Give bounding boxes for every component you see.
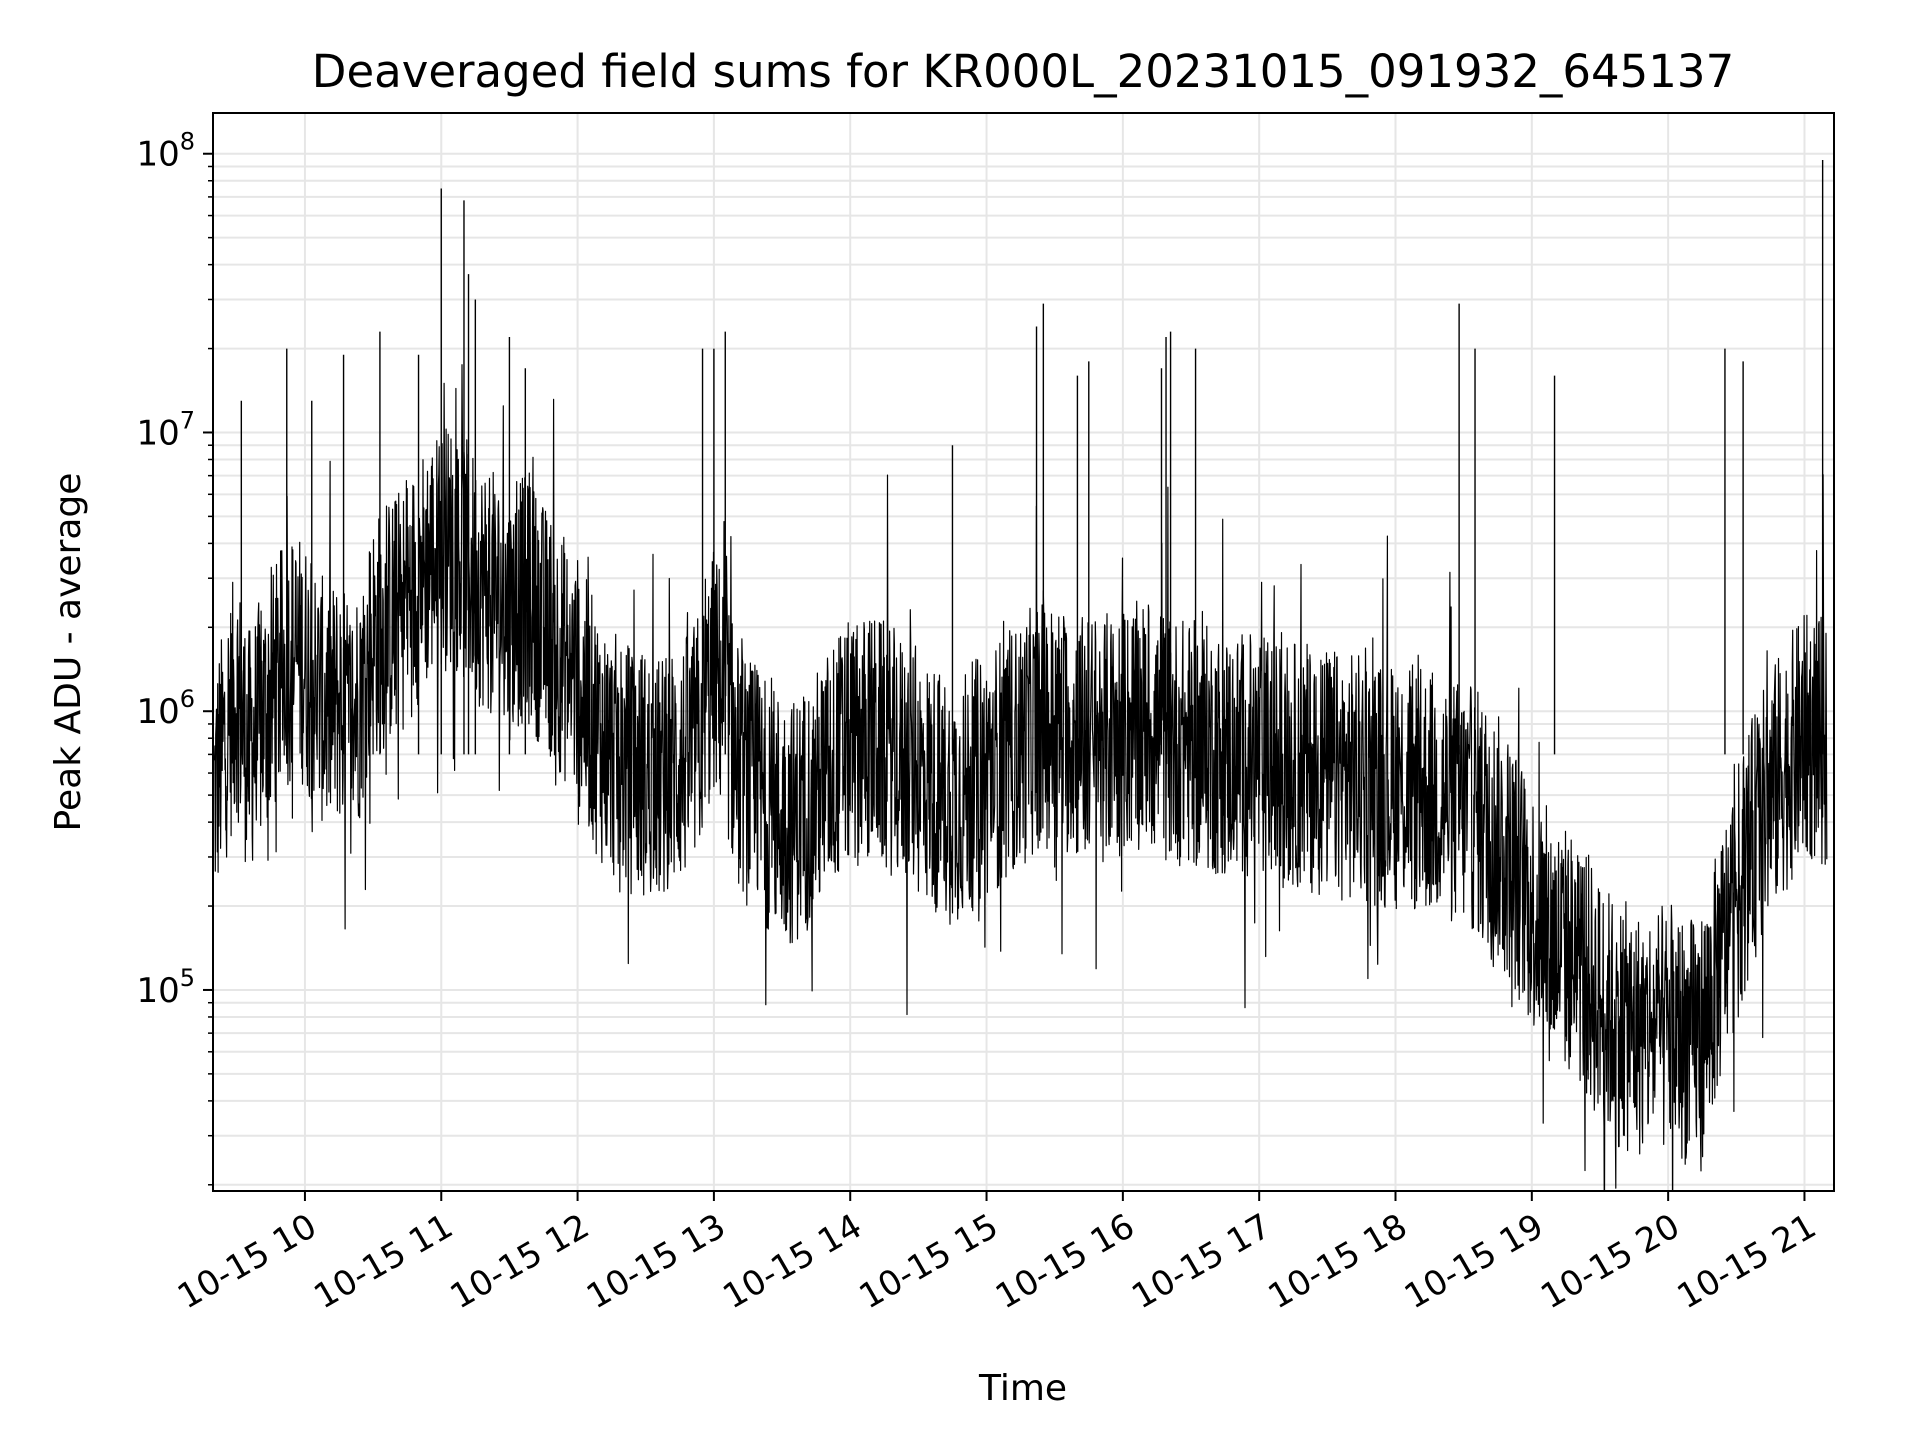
- y-axis-label: Peak ADU - average: [48, 473, 89, 832]
- chart-title: Deaveraged field sums for KR000L_2023101…: [312, 45, 1734, 98]
- x-tick-label: 10-15 14: [716, 1206, 868, 1317]
- y-tick-label: 106: [136, 685, 195, 732]
- y-tick-label: 105: [136, 964, 195, 1011]
- x-tick-label: 10-15 21: [1671, 1206, 1823, 1317]
- x-tick-label: 10-15 17: [1125, 1206, 1277, 1317]
- y-axis: 105 106 107 108: [136, 128, 213, 1186]
- x-tick-label: 10-15 15: [853, 1206, 1005, 1317]
- plot-area: [213, 159, 1828, 1191]
- x-tick-label: 10-15 20: [1534, 1206, 1686, 1317]
- x-tick-label: 10-15 19: [1398, 1206, 1550, 1317]
- series-layer: [213, 159, 1828, 1191]
- series-line: [213, 364, 1828, 1191]
- y-tick-label: 108: [136, 128, 195, 175]
- plot-frame: [212, 112, 1835, 1192]
- y-tick-label: 107: [136, 406, 195, 453]
- x-tick-label: 10-15 12: [444, 1206, 596, 1317]
- x-tick-label: 10-15 11: [307, 1206, 459, 1317]
- x-tick-label: 10-15 10: [171, 1206, 323, 1317]
- x-tick-label: 10-15 16: [989, 1206, 1141, 1317]
- x-axis-label: Time: [978, 1368, 1067, 1409]
- x-tick-label: 10-15 13: [580, 1206, 732, 1317]
- x-tick-label: 10-15 18: [1262, 1206, 1414, 1317]
